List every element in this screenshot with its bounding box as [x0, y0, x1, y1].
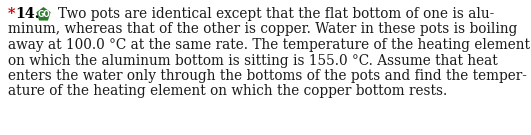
Text: Two pots are identical except that the flat bottom of one is alu-: Two pots are identical except that the f…: [58, 7, 494, 21]
Text: 14.: 14.: [15, 7, 40, 21]
Text: GO: GO: [37, 10, 50, 19]
Text: enters the water only through the bottoms of the pots and find the temper-: enters the water only through the bottom…: [8, 69, 527, 83]
Text: minum, whereas that of the other is copper. Water in these pots is boiling: minum, whereas that of the other is copp…: [8, 23, 517, 36]
Text: *: *: [8, 7, 15, 21]
Text: on which the aluminum bottom is sitting is 155.0 °C. Assume that heat: on which the aluminum bottom is sitting …: [8, 53, 498, 68]
Polygon shape: [36, 7, 50, 21]
Text: away at 100.0 °C at the same rate. The temperature of the heating element: away at 100.0 °C at the same rate. The t…: [8, 38, 530, 52]
Text: ature of the heating element on which the copper bottom rests.: ature of the heating element on which th…: [8, 85, 447, 99]
